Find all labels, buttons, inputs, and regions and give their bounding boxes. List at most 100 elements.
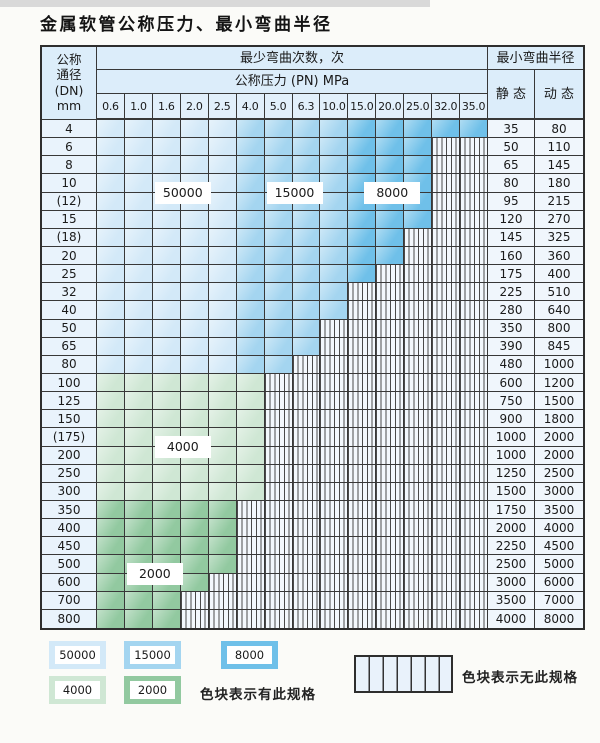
spec-cell: [97, 174, 125, 193]
legend-swatch-value: 2000: [130, 681, 175, 699]
cycle-count-label: 15000: [266, 181, 323, 204]
spec-cell: [236, 482, 265, 501]
spec-cell: [320, 138, 349, 157]
no-spec-cell: [432, 355, 461, 374]
spec-cell: [236, 410, 265, 429]
spec-cell: [97, 283, 125, 302]
no-spec-cell: [460, 210, 488, 229]
spec-cell: [124, 174, 153, 193]
spec-cell: [152, 537, 181, 556]
spec-cell: [97, 464, 125, 483]
dynamic-cell: 80: [535, 120, 583, 139]
no-spec-cell: [404, 301, 433, 320]
spec-cell: [124, 355, 153, 374]
no-spec-cell: [460, 609, 488, 628]
static-cell: 65: [488, 156, 535, 175]
no-spec-cell: [432, 609, 461, 628]
page-title: 金属软管公称压力、最小弯曲半径: [40, 15, 333, 35]
spec-cell: [180, 573, 209, 592]
spec-cell: [180, 301, 209, 320]
no-spec-cell: [460, 265, 488, 284]
no-spec-cell: [320, 591, 349, 610]
spec-cell: [348, 246, 377, 266]
no-spec-cell: [320, 319, 349, 338]
no-spec-cell: [432, 228, 461, 247]
no-spec-cell: [264, 392, 293, 411]
no-spec-cell: [404, 228, 433, 247]
spec-cell: [180, 210, 209, 229]
spec-cell: [97, 192, 125, 211]
no-spec-cell: [348, 373, 377, 393]
cycle-count-label: 4000: [154, 435, 211, 458]
no-spec-cell: [320, 410, 349, 429]
bend-radius-header: 最小弯曲半径: [488, 47, 583, 70]
dn-cell: 32: [42, 283, 97, 302]
dn-cell: 200: [42, 446, 97, 465]
dn-cell: 150: [42, 410, 97, 429]
spec-cell: [152, 591, 181, 610]
dynamic-cell: 8000: [535, 609, 583, 628]
spec-cell: [264, 120, 293, 139]
no-spec-cell: [376, 337, 405, 356]
no-spec-cell: [348, 283, 377, 302]
no-spec-cell: [348, 355, 377, 374]
pressure-col-header: 2.0: [180, 94, 209, 120]
dynamic-cell: 7000: [535, 591, 583, 610]
spec-cell: [208, 555, 237, 574]
spec-cell: [236, 210, 265, 229]
no-spec-cell: [404, 319, 433, 338]
corner-line-4: mm: [56, 98, 82, 113]
spec-cell: [292, 210, 321, 229]
pressure-col-header: 20.0: [376, 94, 405, 120]
no-spec-cell: [376, 609, 405, 628]
dn-cell: 80: [42, 355, 97, 374]
spec-cell: [152, 410, 181, 429]
spec-cell: [348, 210, 377, 229]
spec-cell: [124, 500, 153, 520]
no-spec-cell: [376, 373, 405, 393]
no-spec-cell: [432, 210, 461, 229]
no-spec-cell: [432, 573, 461, 592]
bend-cycles-header: 最少弯曲次数，次: [97, 47, 488, 70]
spec-cell: [124, 609, 153, 628]
no-spec-cell: [404, 500, 433, 520]
spec-cell: [208, 392, 237, 411]
spec-cell: [348, 265, 377, 284]
spec-cell: [152, 482, 181, 501]
no-spec-cell: [348, 337, 377, 356]
no-spec-cell: [376, 301, 405, 320]
no-spec-cell: [376, 265, 405, 284]
no-spec-cell: [208, 609, 237, 628]
spec-cell: [152, 500, 181, 520]
no-spec-cell: [376, 555, 405, 574]
no-spec-cell: [348, 591, 377, 610]
no-spec-cell: [264, 519, 293, 538]
spec-cell: [124, 156, 153, 175]
no-spec-cell: [432, 319, 461, 338]
no-spec-cell: [460, 283, 488, 302]
no-spec-cell: [376, 482, 405, 501]
spec-cell: [180, 319, 209, 338]
spec-cell: [180, 283, 209, 302]
spec-cell: [320, 301, 349, 320]
spec-cell: [264, 156, 293, 175]
no-spec-cell: [208, 591, 237, 610]
spec-cell: [152, 120, 181, 139]
spec-cell: [152, 464, 181, 483]
dn-cell: 25: [42, 265, 97, 284]
spec-cell: [97, 246, 125, 266]
pressure-col-header: 1.0: [124, 94, 153, 120]
spec-cell: [208, 464, 237, 483]
dn-corner-cell: 公称 通径 (DN) mm: [42, 47, 97, 120]
spec-cell: [97, 301, 125, 320]
spec-cell: [97, 265, 125, 284]
no-spec-cell: [264, 573, 293, 592]
dynamic-cell: 1200: [535, 373, 583, 393]
spec-cell: [208, 301, 237, 320]
static-cell: 1000: [488, 446, 535, 465]
dn-cell: 700: [42, 591, 97, 610]
spec-cell: [152, 337, 181, 356]
no-spec-cell: [236, 555, 265, 574]
spec-cell: [180, 337, 209, 356]
